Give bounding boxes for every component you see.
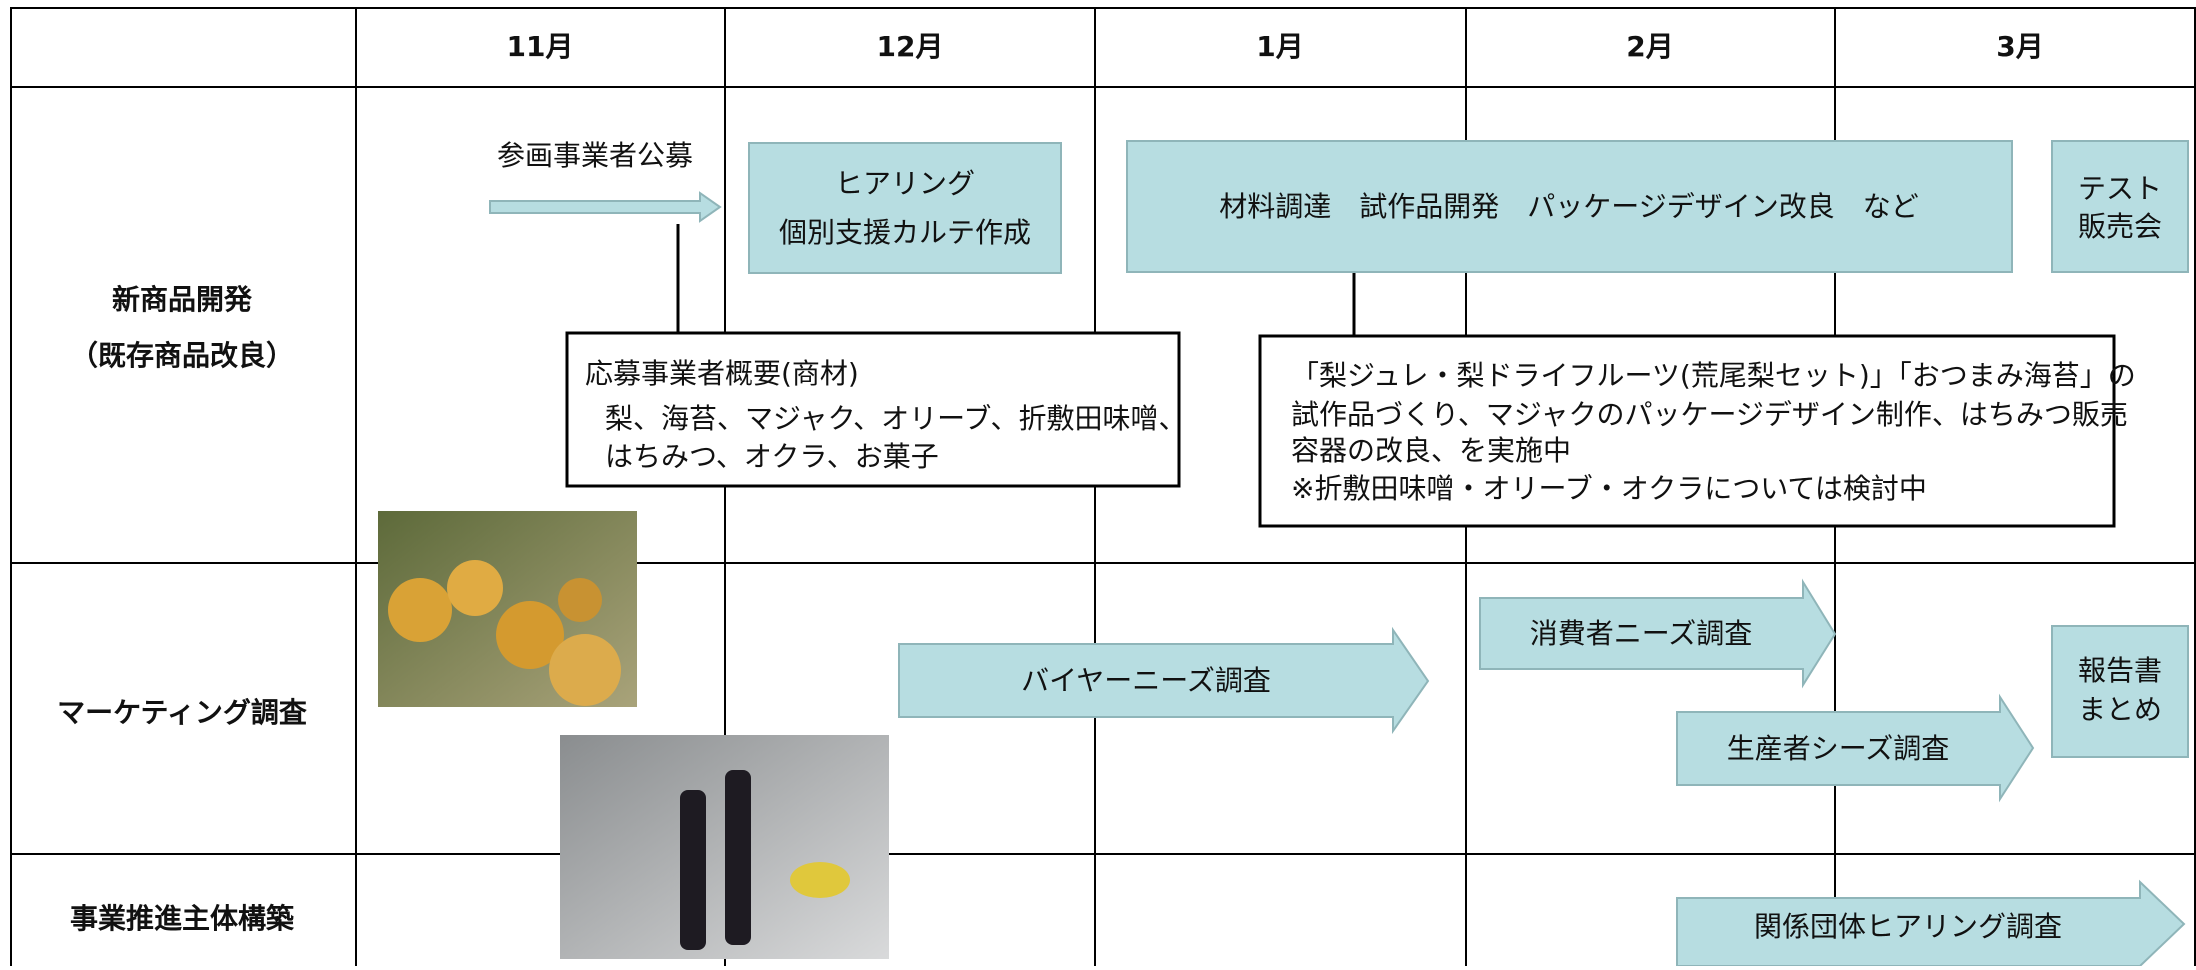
task-label: 材料調達 試作品開発 パッケージデザイン改良 など bbox=[1219, 190, 1918, 223]
month: 3月 bbox=[1996, 30, 2043, 63]
task-label: バイヤーニーズ調査 bbox=[1021, 664, 1271, 697]
month: 2月 bbox=[1626, 30, 1673, 63]
month: 1月 bbox=[1256, 30, 1303, 63]
task-box bbox=[1126, 140, 2013, 273]
olive-photo bbox=[560, 735, 889, 959]
task-label: 関係団体ヒアリング調査 bbox=[1754, 910, 2062, 943]
callout-text: 容器の改良、を実施中 bbox=[1291, 434, 1571, 467]
callout-text: 応募事業者概要(商材) bbox=[585, 357, 859, 390]
task-label: ヒアリング bbox=[835, 167, 975, 200]
task-label: 個別支援カルテ作成 bbox=[779, 216, 1031, 249]
callout-text: 梨、海苔、マジャク、オリーブ、折敷田味噌、 bbox=[605, 402, 1187, 435]
month: 12月 bbox=[877, 30, 944, 63]
callout-text: 「梨ジュレ・梨ドライフルーツ(荒尾梨セット)」「おつまみ海苔」の bbox=[1291, 359, 2136, 392]
task-box bbox=[2051, 625, 2189, 758]
row-label: マーケティング調査 bbox=[57, 696, 307, 729]
task-label: 生産者シーズ調査 bbox=[1727, 732, 1950, 765]
task-label: 参画事業者公募 bbox=[497, 139, 693, 172]
task-box bbox=[748, 142, 1062, 274]
pear-photo bbox=[378, 511, 637, 707]
task-label: 販売会 bbox=[2078, 210, 2162, 243]
arrow bbox=[1479, 578, 1837, 689]
arrow bbox=[489, 191, 722, 223]
arrow bbox=[898, 626, 1430, 735]
callout bbox=[565, 331, 1181, 488]
row-label: 事業推進主体構築 bbox=[70, 902, 295, 935]
task-label: 報告書 bbox=[2078, 654, 2162, 687]
task-label: 消費者ニーズ調査 bbox=[1530, 617, 1753, 650]
task-label: まとめ bbox=[2078, 693, 2162, 726]
callout-text: ※折敷田味噌・オリーブ・オクラについては検討中 bbox=[1291, 472, 1927, 505]
task-label: テスト bbox=[2078, 172, 2162, 205]
task-box bbox=[2051, 140, 2189, 273]
row-label: （既存商品改良） bbox=[70, 339, 294, 372]
callout-text: はちみつ、オクラ、お菓子 bbox=[605, 440, 939, 473]
callout bbox=[1258, 334, 2116, 528]
row-label: 新商品開発 bbox=[112, 283, 253, 316]
callout-text: 試作品づくり、マジャクのパッケージデザイン制作、はちみつ販売 bbox=[1291, 398, 2128, 431]
arrow bbox=[1676, 693, 2035, 803]
month: 11月 bbox=[507, 30, 574, 63]
